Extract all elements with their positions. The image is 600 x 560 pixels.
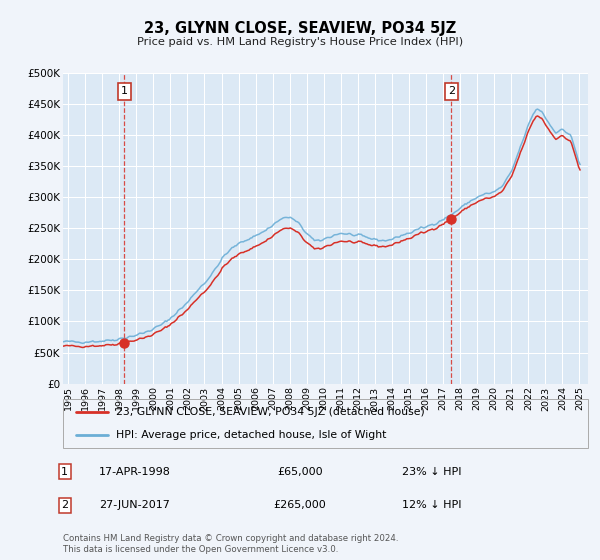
Text: 12% ↓ HPI: 12% ↓ HPI <box>402 500 462 510</box>
Text: £265,000: £265,000 <box>274 500 326 510</box>
Text: Price paid vs. HM Land Registry's House Price Index (HPI): Price paid vs. HM Land Registry's House … <box>137 37 463 47</box>
Text: This data is licensed under the Open Government Licence v3.0.: This data is licensed under the Open Gov… <box>63 545 338 554</box>
Text: 2: 2 <box>61 500 68 510</box>
Text: 2: 2 <box>448 86 455 96</box>
Text: Contains HM Land Registry data © Crown copyright and database right 2024.: Contains HM Land Registry data © Crown c… <box>63 534 398 543</box>
Text: 27-JUN-2017: 27-JUN-2017 <box>100 500 170 510</box>
Text: 23, GLYNN CLOSE, SEAVIEW, PO34 5JZ (detached house): 23, GLYNN CLOSE, SEAVIEW, PO34 5JZ (deta… <box>115 407 424 417</box>
Text: £65,000: £65,000 <box>277 466 323 477</box>
Text: 1: 1 <box>121 86 128 96</box>
Text: HPI: Average price, detached house, Isle of Wight: HPI: Average price, detached house, Isle… <box>115 430 386 440</box>
Text: 23% ↓ HPI: 23% ↓ HPI <box>402 466 462 477</box>
Text: 17-APR-1998: 17-APR-1998 <box>99 466 171 477</box>
Text: 23, GLYNN CLOSE, SEAVIEW, PO34 5JZ: 23, GLYNN CLOSE, SEAVIEW, PO34 5JZ <box>144 21 456 36</box>
Text: 1: 1 <box>61 466 68 477</box>
